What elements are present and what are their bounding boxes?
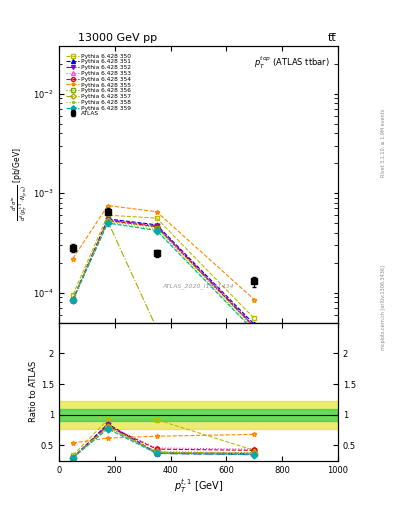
Line: Pythia 6.428 355: Pythia 6.428 355 [70, 203, 257, 302]
Text: ATLAS_2020_I1801434: ATLAS_2020_I1801434 [163, 284, 234, 289]
Pythia 6.428 350 [71, 292, 75, 298]
Pythia 6.428 359 [105, 220, 110, 226]
Pythia 6.428 351 [154, 222, 159, 228]
Text: tt̅: tt̅ [327, 33, 336, 44]
Text: $p_T^{top}$ (ATLAS ttbar): $p_T^{top}$ (ATLAS ttbar) [254, 54, 330, 71]
Pythia 6.428 351 [252, 321, 257, 327]
Pythia 6.428 351 [71, 296, 75, 303]
Text: 13000 GeV pp: 13000 GeV pp [78, 33, 158, 44]
Pythia 6.428 350 [105, 212, 110, 218]
Pythia 6.428 352 [154, 223, 159, 229]
Pythia 6.428 359 [252, 328, 257, 334]
Pythia 6.428 355 [154, 208, 159, 215]
Legend: Pythia 6.428 350, Pythia 6.428 351, Pythia 6.428 352, Pythia 6.428 353, Pythia 6: Pythia 6.428 350, Pythia 6.428 351, Pyth… [65, 52, 133, 118]
Text: Rivet 3.1.10, ≥ 1.9M events: Rivet 3.1.10, ≥ 1.9M events [381, 109, 386, 178]
Line: Pythia 6.428 351: Pythia 6.428 351 [70, 217, 257, 327]
Pythia 6.428 359 [154, 227, 159, 233]
Pythia 6.428 352 [105, 217, 110, 223]
Pythia 6.428 356 [252, 325, 257, 331]
Pythia 6.428 350 [154, 215, 159, 221]
Line: Pythia 6.428 352: Pythia 6.428 352 [70, 217, 257, 329]
Pythia 6.428 354 [105, 218, 110, 224]
Line: Pythia 6.428 354: Pythia 6.428 354 [70, 218, 257, 330]
Pythia 6.428 356 [154, 225, 159, 231]
Pythia 6.428 358 [252, 327, 257, 333]
Pythia 6.428 355 [71, 255, 75, 262]
Pythia 6.428 354 [154, 224, 159, 230]
Pythia 6.428 354 [252, 324, 257, 330]
Pythia 6.428 355 [105, 202, 110, 208]
Pythia 6.428 353 [252, 324, 257, 330]
X-axis label: $p_T^{t,1}$ [GeV]: $p_T^{t,1}$ [GeV] [174, 477, 223, 495]
Line: Pythia 6.428 358: Pythia 6.428 358 [70, 220, 257, 332]
Pythia 6.428 354 [71, 296, 75, 303]
Line: Pythia 6.428 350: Pythia 6.428 350 [70, 212, 257, 321]
Pythia 6.428 357 [71, 296, 75, 303]
Line: Pythia 6.428 359: Pythia 6.428 359 [70, 221, 257, 333]
Pythia 6.428 352 [252, 323, 257, 329]
Pythia 6.428 353 [105, 218, 110, 224]
Pythia 6.428 351 [105, 216, 110, 222]
Bar [59, 409, 338, 421]
Pythia 6.428 353 [154, 224, 159, 230]
Line: Pythia 6.428 353: Pythia 6.428 353 [70, 218, 257, 330]
Pythia 6.428 357 [154, 325, 159, 331]
Pythia 6.428 357 [105, 218, 110, 224]
Pythia 6.428 357 [252, 326, 257, 332]
Line: Pythia 6.428 357: Pythia 6.428 357 [70, 219, 257, 331]
Pythia 6.428 350 [252, 315, 257, 322]
Pythia 6.428 359 [71, 296, 75, 303]
Pythia 6.428 358 [105, 219, 110, 225]
Pythia 6.428 358 [71, 296, 75, 303]
Pythia 6.428 358 [154, 226, 159, 232]
Pythia 6.428 356 [71, 296, 75, 303]
Pythia 6.428 356 [105, 218, 110, 224]
Y-axis label: $\frac{d^2\sigma^{tu}}{d^2(p_T^{t,1} \cdot N_{jets})}$ [pb/GeV]: $\frac{d^2\sigma^{tu}}{d^2(p_T^{t,1} \cd… [9, 147, 30, 221]
Pythia 6.428 353 [71, 296, 75, 303]
Line: Pythia 6.428 356: Pythia 6.428 356 [70, 219, 257, 331]
Bar [59, 400, 338, 429]
Pythia 6.428 355 [252, 296, 257, 303]
Y-axis label: Ratio to ATLAS: Ratio to ATLAS [29, 361, 38, 422]
Text: mcplots.cern.ch [arXiv:1306.3436]: mcplots.cern.ch [arXiv:1306.3436] [381, 265, 386, 350]
Pythia 6.428 352 [71, 296, 75, 303]
